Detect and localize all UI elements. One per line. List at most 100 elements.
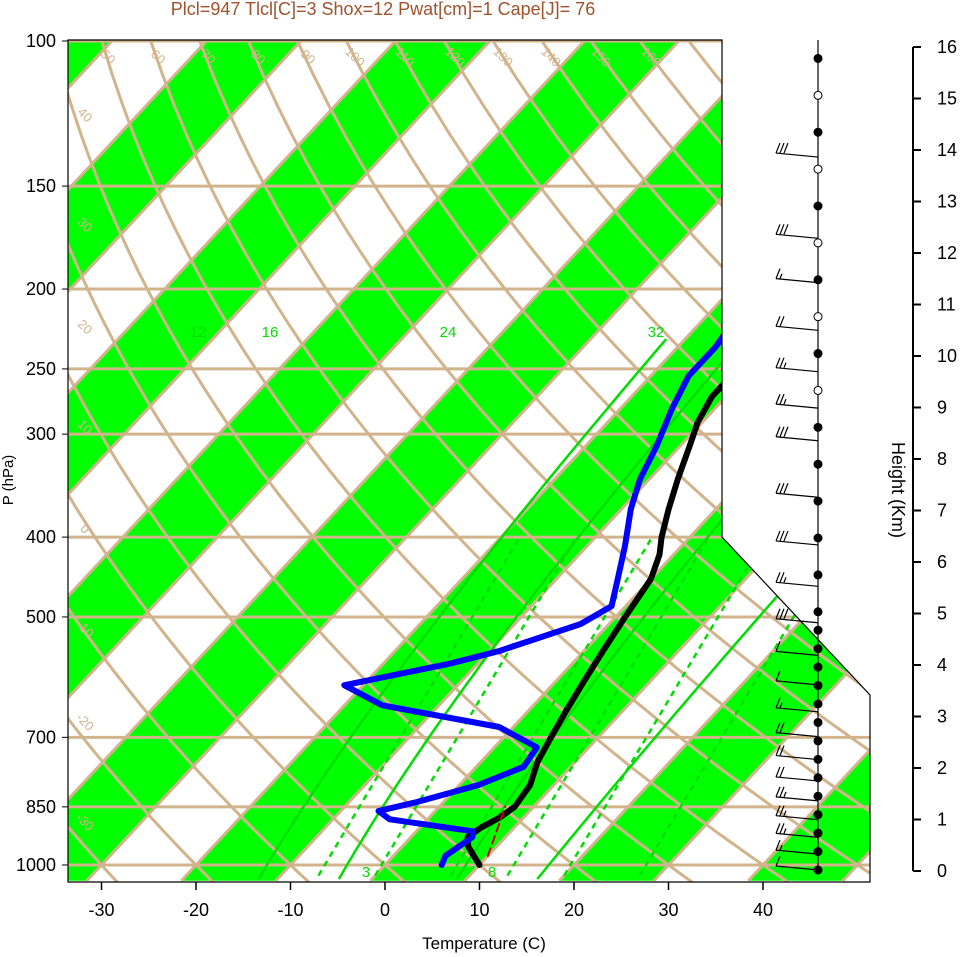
y-tick-label: 250 bbox=[26, 359, 56, 379]
height-tick-label: 8 bbox=[937, 449, 947, 469]
level-dot bbox=[813, 625, 823, 635]
barb-feather bbox=[779, 426, 785, 437]
x-tick-label: -30 bbox=[88, 900, 114, 920]
barb-feather bbox=[779, 745, 785, 756]
wind-barb bbox=[775, 492, 819, 498]
barb-feather bbox=[775, 393, 781, 405]
barb-feather bbox=[775, 786, 781, 798]
dry-adiabat bbox=[68, 40, 215, 882]
barb-feather bbox=[775, 766, 781, 778]
isotherm bbox=[68, 40, 319, 882]
band-stripe bbox=[68, 40, 318, 881]
isotherm-label: 10 bbox=[733, 341, 754, 362]
dry-adiabat bbox=[198, 40, 870, 882]
parcel-profile bbox=[486, 805, 507, 857]
isotherm bbox=[68, 40, 508, 882]
level-dot bbox=[813, 349, 823, 359]
wind-barb bbox=[775, 832, 819, 838]
wind-barb bbox=[775, 815, 819, 821]
level-dot bbox=[813, 791, 823, 801]
barb-feather bbox=[779, 805, 785, 816]
level-dot bbox=[813, 385, 823, 395]
barb-feather bbox=[779, 722, 785, 733]
level-dot bbox=[813, 312, 823, 322]
dry-adiabat bbox=[785, 40, 870, 882]
level-dot bbox=[813, 681, 823, 691]
level-dot bbox=[813, 496, 823, 506]
barb-feather bbox=[775, 805, 781, 816]
barb-feather bbox=[779, 482, 785, 494]
plot-area: 50 60 70 80 90 100 110 120 130 140 150 160403020100… bbox=[68, 40, 872, 882]
level-dot bbox=[813, 238, 823, 248]
barb-feather bbox=[779, 224, 785, 235]
dry-adiabat bbox=[442, 40, 870, 882]
barb-feather bbox=[775, 530, 781, 542]
temperature-axis: -30 -20 -10 0 10 20 30 40 bbox=[88, 882, 773, 920]
barb-feather bbox=[775, 426, 781, 437]
barb-feather bbox=[783, 482, 789, 494]
wind-barb bbox=[775, 732, 819, 738]
barb-feather bbox=[775, 839, 781, 851]
level-dot bbox=[813, 127, 823, 137]
height-tick-label: 0 bbox=[937, 861, 947, 881]
barb-feather bbox=[779, 786, 785, 798]
height-tick-label: 4 bbox=[937, 655, 947, 675]
height-tick-label: 13 bbox=[937, 192, 957, 212]
barb-half-feather bbox=[783, 362, 787, 368]
y-tick-label: 300 bbox=[26, 424, 56, 444]
wind-barb bbox=[775, 403, 819, 409]
isotherm bbox=[68, 40, 414, 882]
level-dot bbox=[813, 736, 823, 746]
moist-adiabat bbox=[337, 338, 743, 880]
barb-feather bbox=[775, 142, 781, 154]
barb-half-feather bbox=[783, 398, 787, 405]
height-tick-label: 9 bbox=[937, 398, 947, 418]
x-tick-label: 30 bbox=[658, 900, 678, 920]
barb-half-feather bbox=[779, 702, 783, 709]
level-dot bbox=[813, 828, 823, 838]
barb-feather bbox=[775, 697, 781, 709]
x-tick-label: -10 bbox=[277, 900, 303, 920]
isotherm-label: 30 bbox=[851, 646, 872, 667]
isotherm-label: 60 bbox=[148, 46, 169, 67]
y-tick-label: 1000 bbox=[16, 855, 56, 875]
level-dot bbox=[813, 201, 823, 211]
y-tick-label: 200 bbox=[26, 279, 56, 299]
height-tick-label: 14 bbox=[937, 140, 957, 160]
barb-feather bbox=[775, 722, 781, 733]
barb-half-feather bbox=[783, 577, 787, 583]
level-dot bbox=[813, 662, 823, 672]
barb-feather bbox=[783, 142, 789, 154]
isotherm-label: 10 bbox=[753, 538, 774, 559]
level-dot bbox=[813, 422, 823, 432]
band-stripe bbox=[68, 40, 696, 881]
y-tick-label: 700 bbox=[26, 727, 56, 747]
wind-barb bbox=[775, 650, 819, 656]
barb-feather bbox=[775, 316, 781, 327]
chart-title: Plcl=947 Tlcl[C]=3 Shox=12 Pwat[cm]=1 Ca… bbox=[171, 0, 595, 19]
level-dot bbox=[813, 275, 823, 285]
barb-feather bbox=[775, 572, 781, 583]
isotherm-label: 130 bbox=[490, 44, 516, 70]
wind-barb bbox=[775, 865, 819, 871]
barb-feather bbox=[779, 357, 785, 368]
pressure-axis: 100 150 200 250 300 400 500 700 850 1000 bbox=[16, 31, 68, 875]
barb-half-feather bbox=[783, 791, 787, 798]
dry-adiabat bbox=[68, 40, 407, 882]
x-tick-label: -20 bbox=[183, 900, 209, 920]
dry-adiabat bbox=[296, 40, 870, 882]
barb-feather bbox=[779, 823, 785, 834]
barb-half-feather bbox=[783, 810, 787, 816]
dry-adiabat bbox=[247, 40, 870, 882]
isotherm bbox=[68, 40, 603, 882]
barb-feather bbox=[775, 357, 781, 368]
wind-barb bbox=[775, 707, 819, 713]
wind-barb bbox=[775, 680, 819, 686]
wind-barb bbox=[775, 278, 819, 284]
x-tick-label: 10 bbox=[469, 900, 489, 920]
wind-barb bbox=[775, 325, 819, 331]
wind-barb-column bbox=[775, 40, 823, 875]
mixing-ratio-label: 3 bbox=[362, 864, 370, 881]
level-dot bbox=[813, 459, 823, 469]
